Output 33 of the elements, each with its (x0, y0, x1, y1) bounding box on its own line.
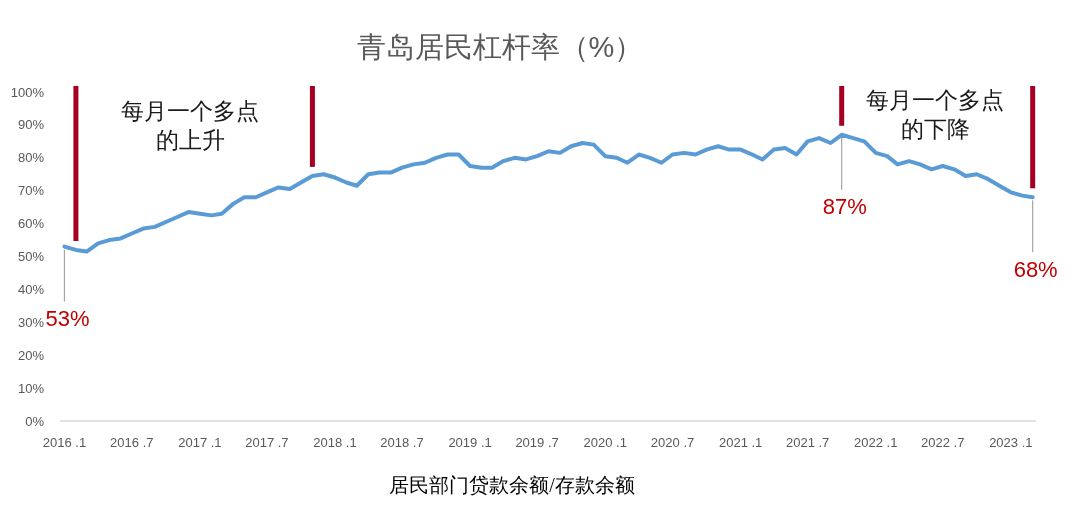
x-tick-label: 2017 .1 (178, 434, 222, 450)
y-tick-label: 100% (10, 84, 44, 100)
annotation: 每月一个多点的下降 (866, 87, 1004, 141)
x-tick-label: 2016 .1 (42, 434, 87, 450)
y-tick-label: 70% (17, 183, 44, 199)
annotation: 每月一个多点的上升 (121, 98, 259, 152)
x-tick-label: 2016 .7 (110, 434, 154, 450)
title: 青岛居民杠杆率（%） (356, 31, 644, 63)
y-tick-label: 0% (25, 413, 44, 429)
x-label: 居民部门贷款余额/存款余额 (389, 474, 635, 496)
y-tick-label: 10% (17, 380, 44, 396)
x-tick-label: 2022 .1 (854, 434, 898, 450)
x-tick-label: 2020 .1 (583, 434, 627, 450)
y-tick-label: 30% (17, 314, 44, 330)
y-tick-label: 80% (17, 150, 44, 166)
x-tick-label: 2019 .1 (448, 434, 492, 450)
data-label: 87% (822, 194, 867, 220)
x-tick-label: 2017 .7 (245, 434, 289, 450)
x-tick-label: 2021 .1 (718, 434, 763, 450)
data-label: 53% (45, 306, 90, 332)
y-tick-label: 20% (17, 347, 44, 363)
x-tick-label: 2020 .7 (650, 434, 695, 450)
x-tick-label: 2021 .7 (785, 434, 830, 450)
x-tick-label: 2019 .7 (515, 434, 559, 450)
x-tick-label: 2023 .1 (989, 434, 1033, 450)
y-tick-label: 90% (17, 117, 44, 133)
x-tick-label: 2018 .7 (380, 434, 424, 450)
x-tick-label: 2018 .1 (313, 434, 357, 450)
y-tick-label: 40% (17, 281, 44, 297)
data-label: 68% (1013, 256, 1058, 282)
y-tick-label: 60% (17, 216, 44, 232)
y-tick-label: 50% (17, 249, 44, 264)
x-tick-label: 2022 .7 (921, 434, 965, 450)
